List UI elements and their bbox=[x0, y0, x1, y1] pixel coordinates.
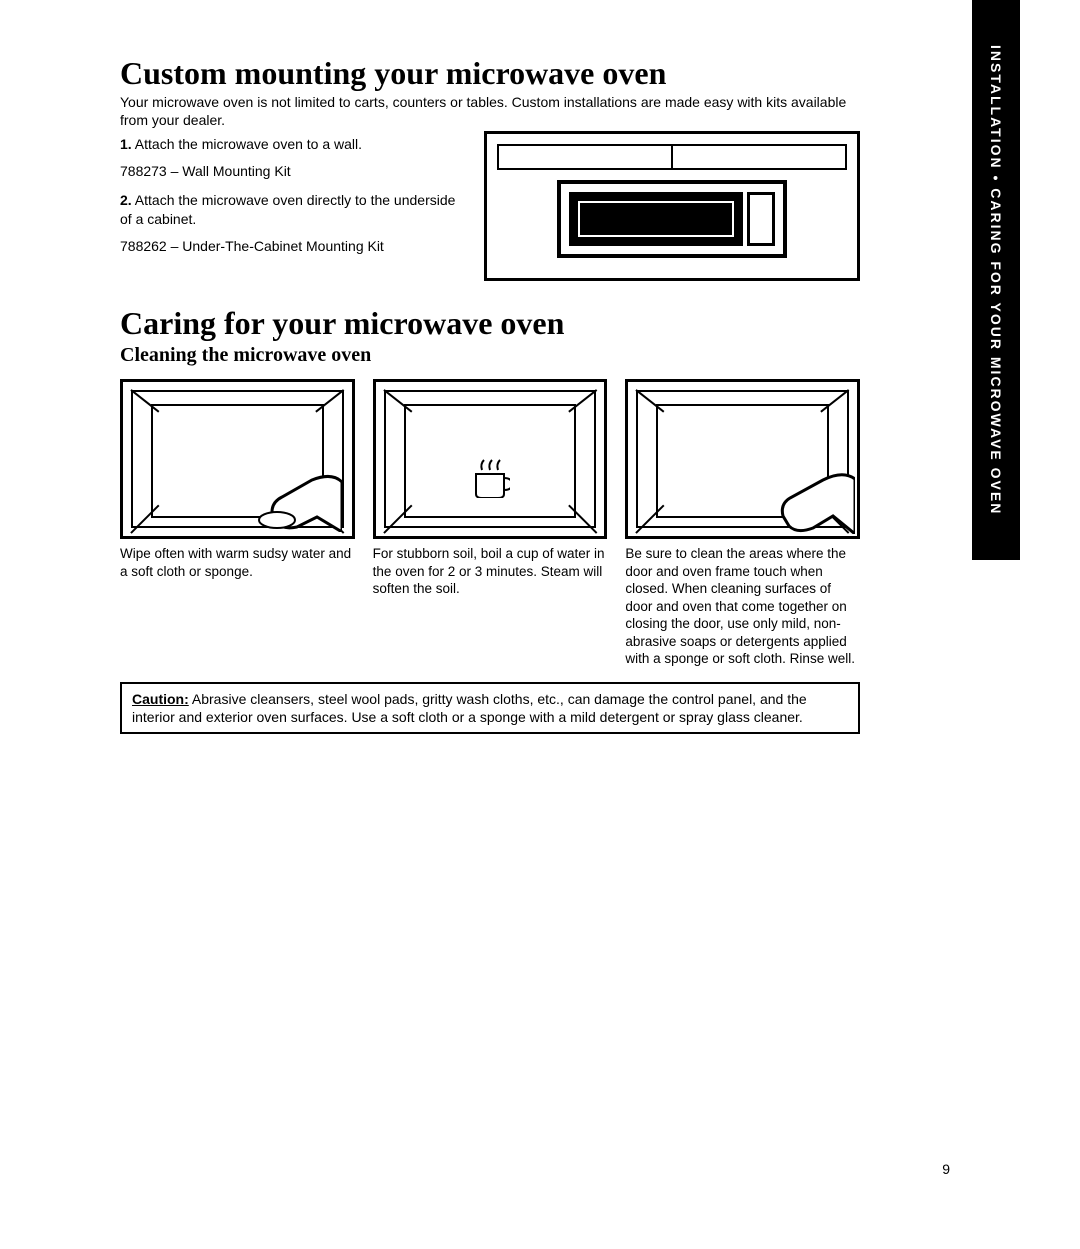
step1: 1. Attach the microwave oven to a wall. bbox=[120, 135, 460, 154]
caution-box: Caution: Abrasive cleansers, steel wool … bbox=[120, 682, 860, 734]
section-tab: INSTALLATION • CARING FOR YOUR MICROWAVE… bbox=[972, 0, 1020, 560]
cleaning-col-2: For stubborn soil, boil a cup of water i… bbox=[373, 379, 608, 668]
cleaning-illustration-3 bbox=[625, 379, 860, 539]
cabinet-shelf-icon bbox=[497, 144, 847, 170]
cleaning-caption-3: Be sure to clean the areas where the doo… bbox=[625, 545, 860, 668]
cleaning-caption-2: For stubborn soil, boil a cup of water i… bbox=[373, 545, 608, 598]
cleaning-caption-1: Wipe often with warm sudsy water and a s… bbox=[120, 545, 355, 580]
cleaning-illustration-1 bbox=[120, 379, 355, 539]
microwave-icon bbox=[557, 180, 787, 258]
step2: 2. Attach the microwave oven directly to… bbox=[120, 191, 460, 229]
section2-title: Caring for your microwave oven bbox=[120, 305, 860, 342]
cleaning-col-1: Wipe often with warm sudsy water and a s… bbox=[120, 379, 355, 668]
caring-section: Caring for your microwave oven Cleaning … bbox=[120, 305, 860, 734]
section1-intro: Your microwave oven is not limited to ca… bbox=[120, 94, 860, 129]
mounting-row: 1. Attach the microwave oven to a wall. … bbox=[120, 135, 860, 281]
page-number: 9 bbox=[942, 1161, 950, 1177]
section1-title: Custom mounting your microwave oven bbox=[120, 55, 860, 92]
step1-text: Attach the microwave oven to a wall. bbox=[132, 136, 362, 152]
mounting-illustration bbox=[484, 131, 860, 281]
step2-text: Attach the microwave oven directly to th… bbox=[120, 192, 455, 227]
manual-page: INSTALLATION • CARING FOR YOUR MICROWAVE… bbox=[0, 0, 1080, 1249]
cleaning-col-3: Be sure to clean the areas where the doo… bbox=[625, 379, 860, 668]
cleaning-illustration-2 bbox=[373, 379, 608, 539]
section2-subtitle: Cleaning the microwave oven bbox=[120, 344, 860, 367]
kit2: 788262 – Under-The-Cabinet Mounting Kit bbox=[120, 237, 460, 256]
mounting-text: 1. Attach the microwave oven to a wall. … bbox=[120, 135, 460, 265]
steaming-cup-icon bbox=[470, 454, 510, 498]
caution-label: Caution: bbox=[132, 691, 189, 707]
caution-text: Abrasive cleansers, steel wool pads, gri… bbox=[132, 691, 807, 725]
main-content: Custom mounting your microwave oven Your… bbox=[120, 55, 860, 734]
cleaning-row: Wipe often with warm sudsy water and a s… bbox=[120, 379, 860, 668]
step2-number: 2. bbox=[120, 192, 132, 208]
hand-wiping-frame-icon bbox=[755, 464, 855, 534]
step1-number: 1. bbox=[120, 136, 132, 152]
kit1: 788273 – Wall Mounting Kit bbox=[120, 162, 460, 181]
hand-wiping-icon bbox=[242, 462, 342, 532]
